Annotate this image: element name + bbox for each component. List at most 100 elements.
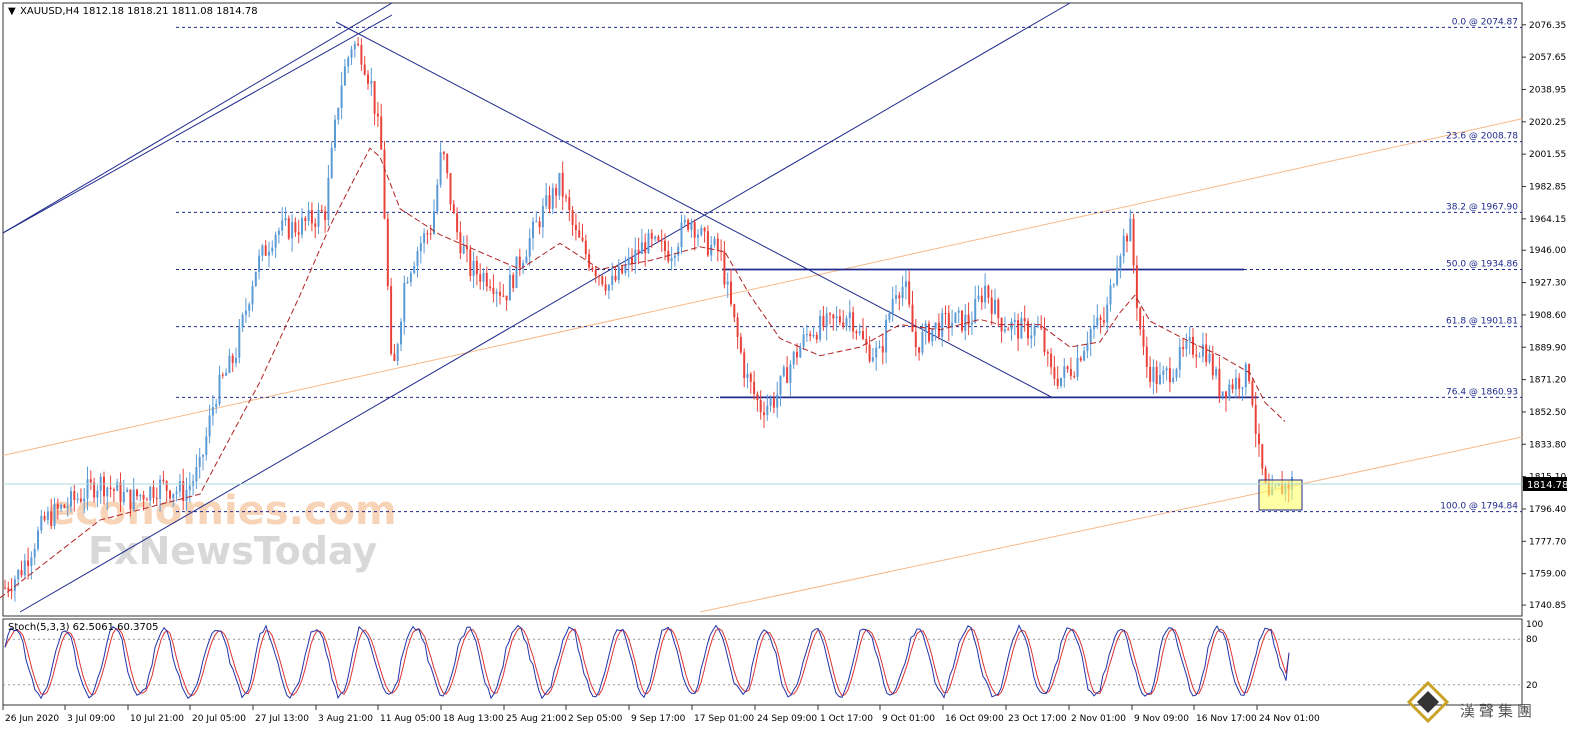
candle-body — [812, 334, 815, 337]
candle-body — [96, 490, 99, 498]
candle-body — [1040, 325, 1043, 329]
candle-body — [967, 314, 970, 325]
price-tick-label: 2076.35 — [1529, 21, 1566, 31]
candle-body — [578, 230, 581, 238]
watermark: economies.com FxNewsToday — [48, 488, 397, 573]
candle-body — [855, 331, 858, 334]
candle-body — [1234, 377, 1237, 390]
candle-body — [858, 331, 861, 334]
candle-body — [997, 299, 1000, 319]
candle-body — [1244, 364, 1247, 388]
candle-body — [1264, 468, 1267, 483]
candle-body — [941, 312, 944, 337]
candle-body — [640, 242, 643, 255]
candle-body — [984, 285, 987, 303]
price-tick-label: 1740.85 — [1529, 601, 1566, 611]
candle-body — [103, 476, 105, 497]
fib-level-label: 50.0 @ 1934.86 — [1446, 260, 1518, 270]
candle-body — [479, 274, 482, 282]
fib-level-label: 61.8 @ 1901.81 — [1446, 317, 1518, 327]
candle-body — [495, 291, 498, 294]
candle-body — [918, 347, 921, 353]
candle-body — [1228, 384, 1231, 399]
candle-body — [1238, 377, 1241, 389]
candle-body — [409, 272, 412, 282]
watermark-line1: economies.com — [48, 488, 397, 534]
candle-body — [363, 64, 366, 75]
candle-body — [763, 412, 765, 416]
candle-body — [93, 482, 96, 498]
candle-body — [980, 295, 983, 303]
candle-body — [799, 346, 802, 358]
candle-body — [518, 256, 521, 268]
candle-body — [1159, 374, 1161, 384]
candle-body — [215, 403, 218, 408]
candle-body — [822, 316, 825, 327]
candle-body — [819, 316, 822, 340]
candle-body — [357, 43, 360, 46]
candle-body — [1149, 366, 1152, 382]
candle-body — [621, 266, 624, 274]
time-tick-label: 3 Jul 09:00 — [67, 714, 116, 724]
candle-body — [508, 274, 511, 301]
stoch-pane-frame — [2, 618, 1523, 706]
candle-body — [637, 249, 640, 255]
time-tick-label: 9 Nov 09:00 — [1134, 714, 1189, 724]
candle-body — [400, 321, 402, 345]
candle-body — [1033, 326, 1036, 336]
candle-body — [7, 587, 10, 591]
candle-body — [650, 232, 653, 239]
candle-body — [459, 232, 462, 254]
candle-body — [482, 272, 485, 282]
candle-body — [815, 334, 818, 340]
candle-body — [1168, 368, 1171, 382]
candle-body — [588, 254, 591, 268]
time-axis: 26 Jun 2020 3 Jul 09:00 10 Jul 21:00 20 Jul… — [2, 705, 1320, 724]
candle-body — [898, 295, 901, 299]
price-tick-label: 1852.50 — [1529, 408, 1566, 418]
candle-body — [947, 313, 950, 328]
candle-body — [532, 221, 534, 239]
candle-body — [964, 314, 967, 331]
candle-body — [970, 322, 973, 325]
candle-body — [1109, 285, 1112, 305]
candle-body — [706, 231, 709, 256]
candle-body — [188, 485, 191, 490]
moving-average-line — [0, 147, 1286, 599]
candle-body — [644, 242, 647, 254]
candle-body — [522, 263, 525, 268]
candle-body — [749, 373, 752, 382]
candle-body — [228, 355, 231, 373]
candle-body — [373, 81, 376, 114]
candle-body — [779, 375, 782, 395]
candle-body — [683, 219, 686, 223]
candle-body — [1175, 369, 1178, 378]
candle-body — [1083, 350, 1086, 361]
candle-body — [195, 467, 198, 482]
fib-level-label: 0.0 @ 2074.87 — [1452, 17, 1518, 27]
candle-body — [545, 195, 548, 207]
time-tick-label: 23 Oct 17:00 — [1008, 714, 1067, 724]
candle-body — [598, 276, 600, 278]
candle-body — [1261, 444, 1264, 469]
candle-body — [172, 493, 175, 499]
candle-body — [254, 271, 257, 287]
candle-body — [1076, 358, 1079, 377]
candle-body — [182, 481, 185, 502]
candle-body — [122, 491, 125, 503]
candle-body — [149, 486, 152, 501]
fib-level-label: 38.2 @ 1967.90 — [1446, 202, 1518, 212]
time-tick-label: 24 Sep 09:00 — [757, 714, 817, 724]
time-tick-label: 26 Jun 2020 — [5, 714, 59, 724]
candle-body — [974, 298, 977, 323]
candle-body — [192, 481, 195, 486]
candle-body — [489, 286, 492, 288]
candle-body — [1063, 366, 1066, 378]
candle-body — [885, 319, 888, 353]
candle-body — [891, 298, 894, 314]
price-tick-label: 1759.00 — [1529, 570, 1566, 580]
candle-body — [429, 233, 432, 235]
dropdown-arrow-icon[interactable]: ▼ — [8, 6, 16, 17]
